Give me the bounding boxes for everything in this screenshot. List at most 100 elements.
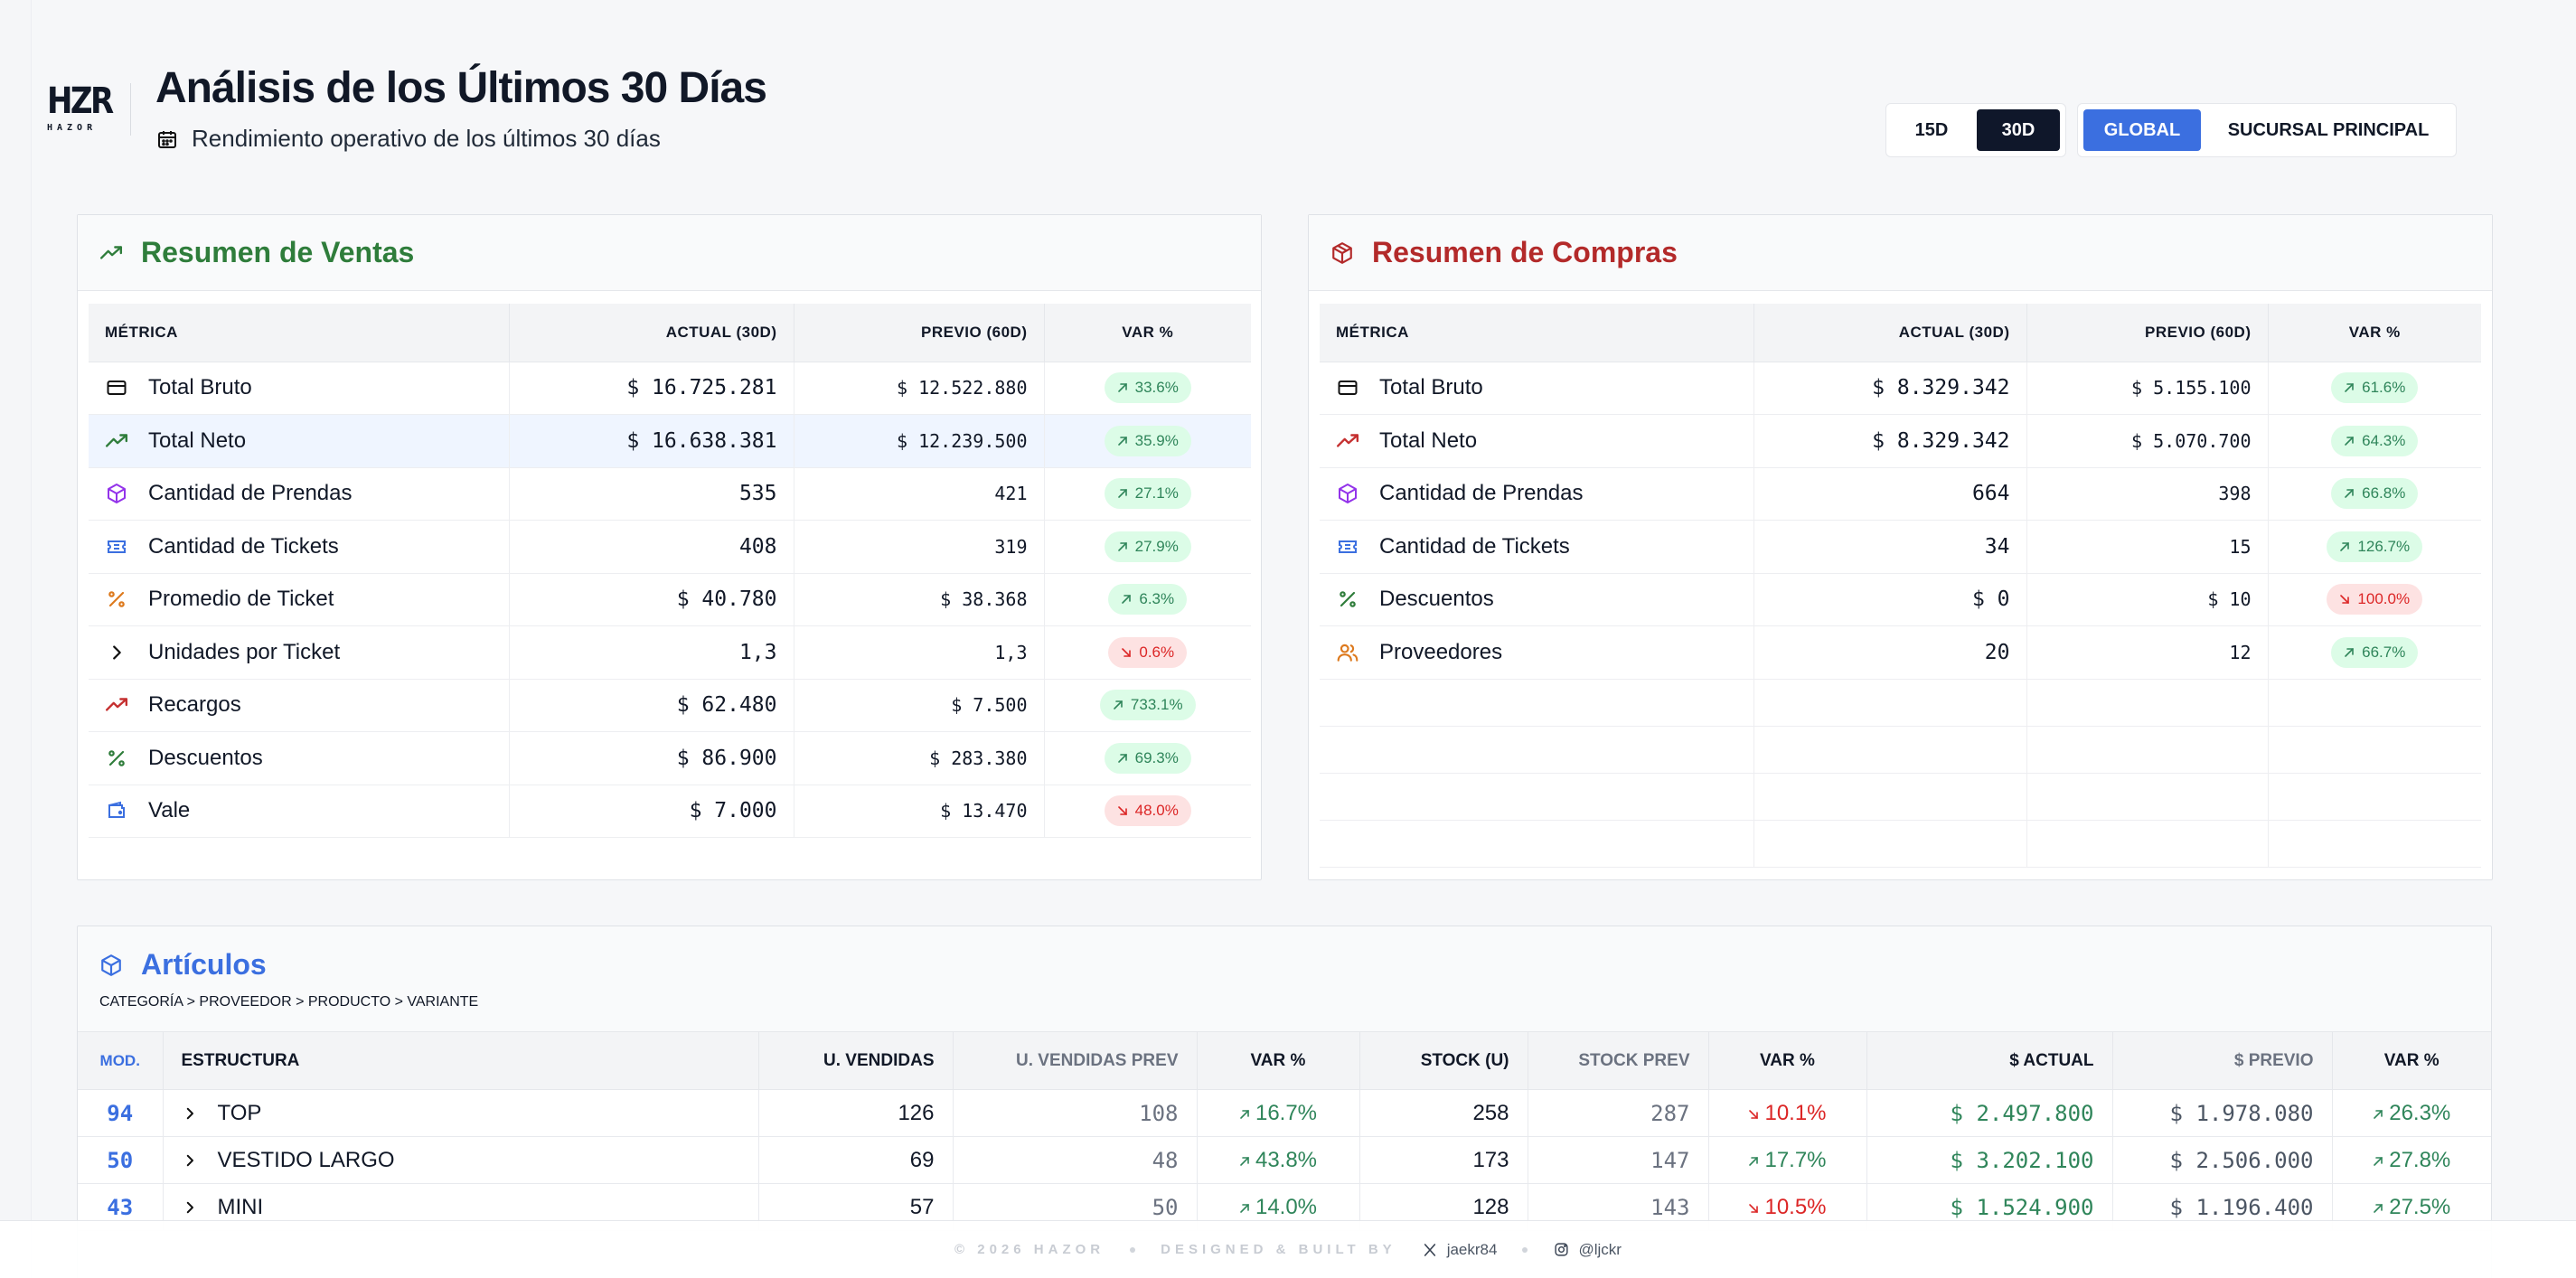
table-row[interactable]: 50 VESTIDO LARGO 69 48 43.8% 173 147 17.7% $ 3.2… [78, 1136, 2491, 1184]
variation-value: 27.5% [2389, 1194, 2451, 1219]
stock-prev: 147 [1528, 1136, 1709, 1184]
variation-badge: 33.6% [1104, 372, 1191, 404]
arrow-up-right-icon [1239, 1109, 1250, 1120]
footer-separator [1130, 1246, 1136, 1253]
table-row[interactable]: 94 TOP 126 108 16.7% 258 287 10.1% $ 2.497.800 $ … [78, 1089, 2491, 1137]
stock-variation: 10.1% [1708, 1089, 1867, 1137]
col-money-var: VAR % [2332, 1031, 2491, 1090]
previous-value: 319 [794, 520, 1045, 574]
empty-cell [2026, 773, 2269, 821]
metric-name: Total Bruto [148, 375, 252, 400]
metric-row: Cantidad de Prendas 664 398 66.8% [1320, 467, 2481, 521]
empty-row [1320, 773, 2481, 821]
metric-cell: Descuentos [1320, 573, 1754, 626]
metric-label: Descuentos [1336, 587, 1737, 612]
arrow-up-right-icon [1239, 1203, 1250, 1214]
units-sold-prev: 108 [953, 1089, 1198, 1137]
metric-row: Recargos $ 62.480 $ 7.500 733.1% [89, 679, 1251, 732]
header-divider [130, 83, 131, 136]
metric-label: Unidades por Ticket [105, 640, 493, 665]
percent-green-icon [105, 747, 128, 770]
variation-value: 10.5% [1764, 1194, 1827, 1219]
variation-badge: 27.1% [1104, 478, 1191, 510]
previous-value: 1,3 [794, 625, 1045, 680]
col-actual: ACTUAL (30D) [509, 304, 794, 362]
articulos-title: Artículos [99, 948, 2469, 982]
col-mod: MOD. [78, 1031, 164, 1090]
instagram-handle: @ljckr [1578, 1240, 1622, 1258]
previous-value: 398 [2026, 467, 2269, 521]
variation-value: 48.0% [1134, 802, 1179, 820]
box-icon [105, 482, 128, 505]
metric-cell: Total Neto [89, 414, 510, 468]
col-uv-prev: U. VENDIDAS PREV [953, 1031, 1198, 1090]
arrow-down-right-icon [2339, 594, 2350, 605]
trending-up-icon [105, 429, 128, 453]
wallet-icon [105, 799, 128, 822]
x-handle: jaekr84 [1446, 1240, 1498, 1258]
metric-cell: Proveedores [1320, 625, 1754, 680]
percent-icon [105, 587, 128, 611]
col-prev-money: $ PREVIO [2112, 1031, 2333, 1090]
metric-cell: Total Bruto [1320, 362, 1754, 415]
variation-cell: 0.6% [1044, 625, 1251, 680]
metric-cell: Cantidad de Tickets [1320, 520, 1754, 574]
col-metric: MÉTRICA [1320, 304, 1754, 362]
articulos-header: Artículos CATEGORÍA > PROVEEDOR > PRODUC… [78, 926, 2491, 1031]
users-icon [1336, 641, 1359, 664]
metric-name: Total Bruto [1379, 375, 1483, 400]
structure-cell: TOP [163, 1089, 759, 1137]
col-stock: STOCK (U) [1359, 1031, 1528, 1090]
variation-value: 733.1% [1130, 696, 1183, 714]
variation-value: 35.9% [1134, 431, 1179, 449]
empty-cell [1753, 820, 2027, 868]
variation-value: 6.3% [1139, 590, 1175, 608]
trending-up-red-icon [105, 693, 128, 717]
category-name: TOP [217, 1100, 262, 1125]
actual-value: $ 0 [1753, 573, 2027, 626]
metric-label: Total Neto [1336, 428, 1737, 454]
expand-chevron-icon[interactable] [182, 1102, 198, 1125]
scope-branch-button[interactable]: SUCURSAL PRINCIPAL [2227, 119, 2430, 140]
metric-label: Proveedores [1336, 640, 1737, 665]
units-variation: 43.8% [1197, 1136, 1360, 1184]
variation-badge: 100.0% [2327, 584, 2423, 616]
articulos-title-text: Artículos [141, 948, 267, 981]
expand-chevron-icon[interactable] [182, 1196, 198, 1219]
compras-table: MÉTRICA ACTUAL (30D) PREVIO (60D) VAR % … [1320, 304, 2481, 868]
metric-name: Cantidad de Prendas [1379, 481, 1584, 506]
instagram-link[interactable]: @ljckr [1553, 1240, 1622, 1259]
amount-prev: $ 2.506.000 [2112, 1136, 2333, 1184]
stock: 173 [1359, 1136, 1528, 1184]
variation-value: 16.7% [1255, 1100, 1318, 1125]
metric-cell: Total Bruto [89, 362, 510, 415]
metric-label: Total Bruto [1336, 375, 1737, 400]
metric-name: Descuentos [148, 745, 263, 770]
stock-prev: 287 [1528, 1089, 1709, 1137]
variation-cell: 27.1% [1044, 467, 1251, 521]
arrow-down-right-icon [1117, 805, 1128, 816]
x-link[interactable]: jaekr84 [1422, 1240, 1498, 1259]
arrow-up-right-icon [2373, 1109, 2383, 1120]
range-30d-button[interactable]: 30D [1977, 109, 2060, 151]
scope-global-button[interactable]: GLOBAL [2083, 109, 2201, 151]
arrow-up-right-icon [2339, 541, 2350, 552]
actual-value: $ 62.480 [509, 679, 794, 732]
metric-label: Cantidad de Tickets [105, 534, 493, 559]
range-15d-button[interactable]: 15D [1914, 119, 1949, 140]
col-prev: PREVIO (60D) [2026, 304, 2269, 362]
variation-badge: 27.9% [1104, 531, 1191, 562]
variation-value: 27.8% [2389, 1147, 2451, 1172]
expand-chevron-icon[interactable] [182, 1149, 198, 1172]
metric-row: Vale $ 7.000 $ 13.470 48.0% [89, 785, 1251, 838]
arrow-up-right-icon [1117, 541, 1128, 552]
variation-value: 66.8% [2362, 484, 2406, 503]
metric-name: Descuentos [1379, 587, 1494, 612]
col-var: VAR % [1044, 304, 1251, 362]
credit-card-icon [1336, 376, 1359, 399]
variation-cell: 126.7% [2268, 520, 2481, 574]
variation-badge: 733.1% [1099, 690, 1196, 721]
variation-value: 100.0% [2357, 590, 2411, 608]
metric-row: Total Neto $ 8.329.342 $ 5.070.700 64.3% [1320, 414, 2481, 468]
variation-badge: 66.7% [2331, 636, 2419, 668]
